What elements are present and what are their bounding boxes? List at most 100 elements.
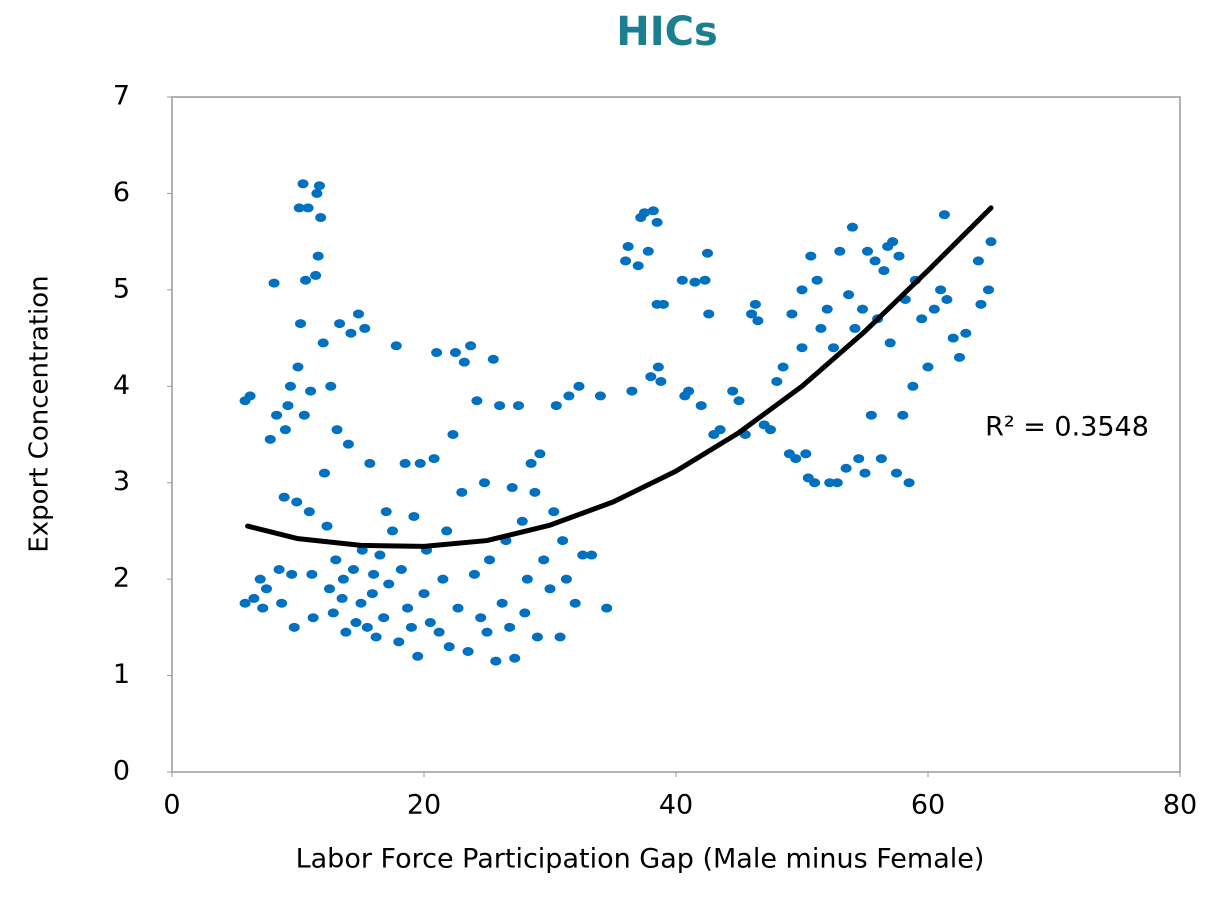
point (843, 290, 855, 300)
point (414, 458, 426, 468)
point (350, 618, 362, 628)
point (366, 589, 378, 599)
point (318, 468, 330, 478)
point (484, 555, 496, 565)
point (288, 622, 300, 632)
point (364, 458, 376, 468)
point (447, 430, 459, 439)
point (504, 622, 516, 632)
trend-line (245, 205, 994, 549)
point (652, 362, 664, 372)
point (305, 386, 317, 396)
point (300, 275, 312, 285)
point (897, 410, 909, 420)
point (311, 188, 323, 198)
point (462, 646, 474, 656)
point (702, 248, 713, 258)
point (831, 478, 843, 488)
point (399, 458, 411, 468)
point (746, 309, 758, 319)
point (452, 603, 464, 613)
point (862, 246, 874, 256)
point (849, 323, 861, 333)
point (257, 603, 269, 613)
point (856, 304, 868, 314)
point (428, 454, 440, 464)
point (307, 613, 319, 623)
point (869, 256, 881, 266)
point (325, 381, 337, 391)
point (441, 526, 453, 536)
point (560, 574, 572, 584)
point (683, 386, 695, 396)
y-tick-label: 0 (113, 756, 130, 787)
point (475, 613, 487, 623)
point (975, 299, 987, 309)
point (815, 323, 827, 333)
point (853, 454, 865, 464)
point (433, 627, 445, 637)
point (935, 285, 947, 295)
point (390, 341, 402, 351)
point (239, 598, 251, 608)
point (928, 304, 940, 314)
point (563, 391, 575, 401)
point (424, 618, 436, 628)
point (534, 449, 546, 459)
point (490, 656, 502, 666)
point (752, 316, 764, 326)
point (985, 237, 997, 247)
point (418, 589, 430, 599)
point (550, 401, 562, 411)
point (303, 507, 315, 517)
point (327, 608, 339, 618)
point (378, 613, 390, 623)
point (380, 507, 392, 517)
point (321, 521, 333, 531)
y-tick-label: 5 (113, 273, 130, 304)
point (834, 246, 846, 256)
x-tick-label: 20 (407, 790, 441, 821)
point (315, 213, 327, 223)
point (361, 622, 373, 632)
point (516, 516, 528, 526)
point (777, 362, 789, 372)
point (703, 309, 715, 319)
point (465, 341, 477, 351)
point (468, 569, 480, 579)
point (749, 299, 761, 309)
point (525, 458, 537, 468)
point (573, 381, 585, 391)
y-tick-label: 1 (113, 659, 130, 690)
point (622, 241, 634, 251)
point (471, 396, 483, 406)
point (324, 584, 335, 594)
point (699, 275, 711, 285)
point (884, 338, 896, 348)
point (494, 401, 506, 411)
point (336, 593, 348, 603)
point (312, 251, 324, 261)
point (771, 376, 783, 386)
point (544, 584, 556, 594)
y-tick-label: 4 (113, 370, 130, 401)
point (370, 632, 382, 642)
point (443, 642, 455, 652)
point (387, 526, 398, 536)
point (331, 425, 343, 435)
point (840, 463, 852, 473)
point (347, 565, 359, 574)
point (330, 555, 342, 565)
point (402, 603, 414, 613)
point (450, 348, 461, 358)
point (805, 251, 817, 261)
point (577, 550, 589, 560)
point (282, 401, 294, 411)
point (291, 497, 303, 507)
point (295, 319, 307, 329)
point (689, 277, 701, 287)
point (368, 569, 380, 579)
point (286, 569, 298, 579)
point (268, 278, 280, 288)
point (313, 181, 325, 191)
